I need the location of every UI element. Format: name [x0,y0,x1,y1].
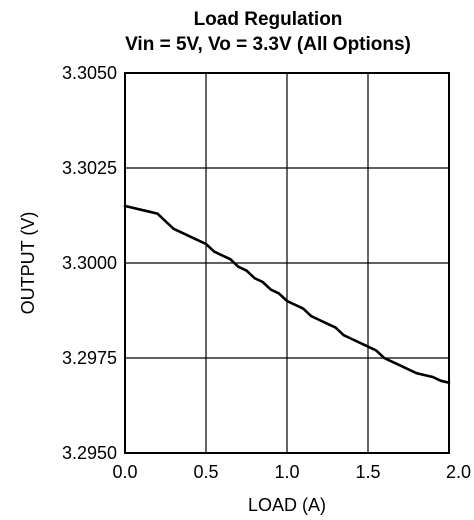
y-tick-label: 3.3050 [62,63,117,83]
series-layer [123,204,451,384]
y-tick-label: 3.3025 [62,158,117,178]
x-tick-labels: 0.0 0.5 1.0 1.5 2.0 [112,462,471,482]
x-tick-label: 0.0 [112,462,137,482]
series-line [123,204,451,384]
y-axis-label: OUTPUT (V) [18,212,38,315]
x-tick-label: 1.5 [355,462,380,482]
grid-lines [125,73,449,453]
y-tick-label: 3.2975 [62,348,117,368]
x-tick-label: 2.0 [446,462,471,482]
y-tick-label: 3.2950 [62,443,117,463]
y-tick-labels: 3.2950 3.2975 3.3000 3.3025 3.3050 [62,63,117,463]
x-axis-label: LOAD (A) [248,495,326,515]
plot-frame [124,72,450,454]
x-tick-label: 1.0 [274,462,299,482]
chart-subtitle: Vin = 5V, Vo = 3.3V (All Options) [125,34,411,55]
chart-title: Load Regulation [194,9,343,30]
x-tick-label: 0.5 [193,462,218,482]
y-tick-label: 3.3000 [62,253,117,273]
